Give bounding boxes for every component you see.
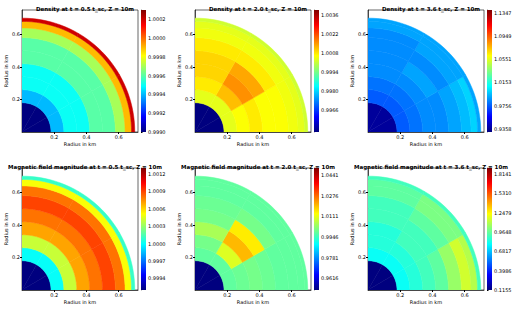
svg-text:1.0022: 1.0022: [321, 31, 339, 37]
svg-text:1.8141: 1.8141: [494, 171, 512, 177]
svg-text:1.2479: 1.2479: [494, 210, 512, 216]
svg-text:0.4: 0.4: [428, 292, 436, 298]
svg-text:1.0000: 1.0000: [148, 241, 166, 247]
svg-text:0.4: 0.4: [82, 292, 90, 298]
svg-text:0.4: 0.4: [255, 292, 263, 298]
svg-text:Radius in km: Radius in km: [64, 141, 96, 147]
svg-text:0.6: 0.6: [358, 189, 366, 195]
svg-text:1.0153: 1.0153: [494, 79, 512, 85]
svg-text:0.6: 0.6: [115, 292, 123, 298]
svg-text:Radius in km: Radius in km: [3, 55, 9, 87]
svg-text:0.6: 0.6: [288, 134, 296, 140]
svg-text:0.4: 0.4: [82, 134, 90, 140]
svg-text:0.2: 0.2: [358, 96, 366, 102]
svg-text:0.6: 0.6: [185, 189, 193, 195]
svg-text:0.6: 0.6: [461, 292, 469, 298]
svg-text:0.9997: 0.9997: [148, 258, 166, 264]
svg-text:Radius in km: Radius in km: [176, 213, 182, 245]
svg-text:0.2: 0.2: [12, 96, 20, 102]
svg-text:Density at t = 3.6 t_sc, Z = 1: Density at t = 3.6 t_sc, Z = 10m: [382, 6, 480, 13]
svg-text:Radius in km: Radius in km: [3, 213, 9, 245]
svg-text:1.0006: 1.0006: [148, 206, 166, 212]
svg-text:0.9980: 0.9980: [321, 88, 339, 94]
svg-text:0.9616: 0.9616: [321, 275, 339, 281]
svg-text:0.2: 0.2: [50, 292, 58, 298]
svg-text:1.0002: 1.0002: [148, 16, 166, 22]
svg-text:Radius in km: Radius in km: [176, 55, 182, 87]
svg-text:Radius in km: Radius in km: [64, 299, 96, 305]
svg-text:0.3986: 0.3986: [494, 268, 512, 274]
svg-text:Radius in km: Radius in km: [237, 141, 269, 147]
svg-text:1.0036: 1.0036: [321, 12, 339, 18]
svg-text:0.9946: 0.9946: [321, 234, 339, 240]
svg-text:1.0551: 1.0551: [494, 56, 512, 62]
svg-text:Radius in km: Radius in km: [410, 299, 442, 305]
svg-text:Density at t = 0.5 t_sc, Z = 1: Density at t = 0.5 t_sc, Z = 10m: [36, 6, 134, 13]
svg-text:0.4: 0.4: [255, 134, 263, 140]
svg-text:1.0111: 1.0111: [321, 213, 339, 219]
svg-text:1.0009: 1.0009: [148, 188, 166, 194]
svg-text:1.0441: 1.0441: [321, 172, 339, 178]
svg-text:Magnetic field magnitude at t: Magnetic field magnitude at t = 2.0 t_sc…: [181, 164, 335, 171]
svg-text:0.9756: 0.9756: [494, 103, 512, 109]
svg-text:0.4: 0.4: [428, 134, 436, 140]
svg-text:1.0000: 1.0000: [148, 35, 166, 41]
svg-text:Radius in km: Radius in km: [349, 55, 355, 87]
svg-text:1.0003: 1.0003: [148, 223, 166, 229]
svg-text:0.2: 0.2: [50, 134, 58, 140]
svg-text:Magnetic field magnitude at t: Magnetic field magnitude at t = 0.5 t_sc…: [8, 164, 162, 171]
svg-text:1.0008: 1.0008: [321, 50, 339, 56]
svg-text:1.0949: 1.0949: [494, 33, 512, 39]
svg-text:0.6: 0.6: [12, 189, 20, 195]
svg-text:0.9992: 0.9992: [148, 110, 166, 116]
svg-text:0.6: 0.6: [461, 134, 469, 140]
svg-text:0.2: 0.2: [12, 254, 20, 260]
svg-text:0.9990: 0.9990: [148, 129, 166, 135]
svg-text:0.6: 0.6: [12, 31, 20, 37]
svg-text:0.4: 0.4: [358, 64, 366, 70]
svg-text:1.0276: 1.0276: [321, 193, 339, 199]
svg-text:0.2: 0.2: [396, 134, 404, 140]
svg-text:Radius in km: Radius in km: [349, 213, 355, 245]
svg-text:0.6: 0.6: [358, 31, 366, 37]
svg-text:0.9648: 0.9648: [494, 229, 512, 235]
svg-text:0.9994: 0.9994: [321, 69, 339, 75]
svg-text:Radius in km: Radius in km: [410, 141, 442, 147]
svg-text:0.4: 0.4: [12, 222, 20, 228]
svg-text:0.9966: 0.9966: [321, 107, 339, 113]
svg-text:0.2: 0.2: [185, 96, 193, 102]
svg-text:0.9994: 0.9994: [148, 275, 166, 281]
svg-text:Radius in km: Radius in km: [237, 299, 269, 305]
svg-text:1.1347: 1.1347: [494, 10, 512, 16]
svg-text:Density at t = 2.0 t_sc, Z = 1: Density at t = 2.0 t_sc, Z = 10m: [209, 6, 307, 13]
svg-text:0.2: 0.2: [358, 254, 366, 260]
svg-text:0.2: 0.2: [223, 292, 231, 298]
svg-text:0.6: 0.6: [288, 292, 296, 298]
svg-text:0.9358: 0.9358: [494, 126, 512, 132]
svg-text:0.4: 0.4: [185, 222, 193, 228]
svg-text:0.2: 0.2: [223, 134, 231, 140]
svg-text:1.0012: 1.0012: [148, 171, 166, 177]
svg-text:0.6817: 0.6817: [494, 248, 512, 254]
svg-text:0.6: 0.6: [115, 134, 123, 140]
svg-text:0.9781: 0.9781: [321, 255, 339, 261]
svg-text:0.2: 0.2: [396, 292, 404, 298]
svg-text:0.2: 0.2: [185, 254, 193, 260]
svg-text:0.4: 0.4: [185, 64, 193, 70]
svg-text:Magnetic field magnitude at t: Magnetic field magnitude at t = 3.6 t_sc…: [354, 164, 508, 171]
svg-text:1.5310: 1.5310: [494, 190, 512, 196]
svg-text:0.4: 0.4: [358, 222, 366, 228]
svg-text:0.9994: 0.9994: [148, 91, 166, 97]
svg-text:0.9998: 0.9998: [148, 54, 166, 60]
svg-text:0.1155: 0.1155: [494, 287, 512, 293]
svg-text:0.6: 0.6: [185, 31, 193, 37]
svg-text:0.9996: 0.9996: [148, 73, 166, 79]
svg-text:0.4: 0.4: [12, 64, 20, 70]
